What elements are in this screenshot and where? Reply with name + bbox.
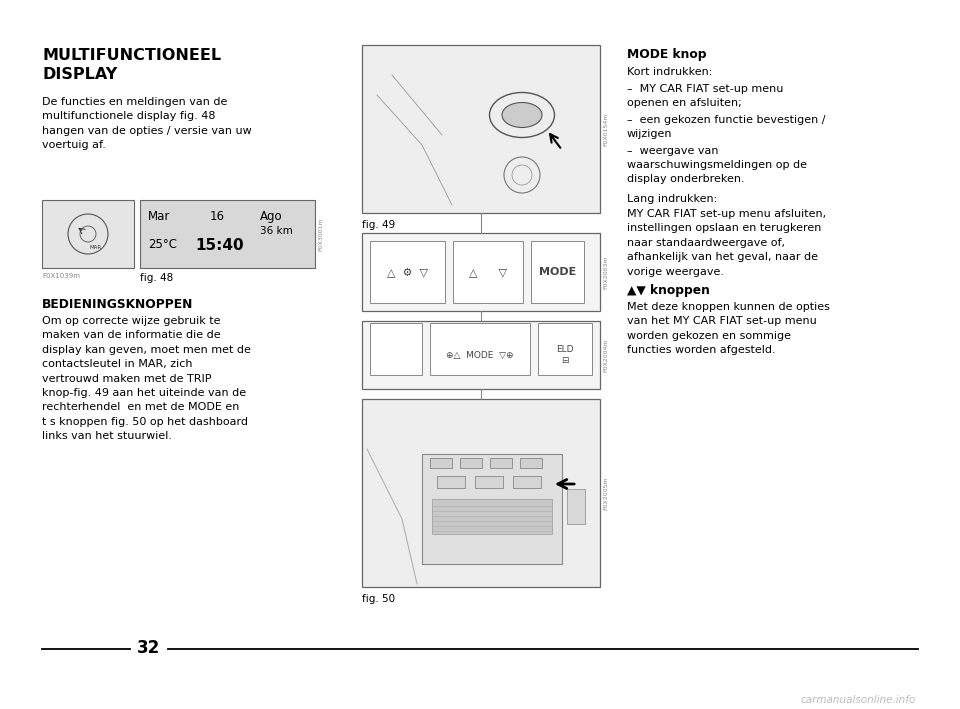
Text: Met deze knoppen kunnen de opties
van het MY CAR FIAT set-up menu
worden gekozen: Met deze knoppen kunnen de opties van he…	[627, 302, 829, 355]
Bar	[531, 241, 584, 303]
Text: fig. 49: fig. 49	[362, 220, 396, 230]
Text: fig. 50: fig. 50	[362, 594, 396, 604]
Bar	[362, 233, 600, 311]
Bar	[437, 476, 465, 488]
Text: De functies en meldingen van de
multifunctionele display fig. 48
hangen van de o: De functies en meldingen van de multifun…	[42, 97, 252, 150]
Text: MY CAR FIAT set-up menu afsluiten,
instellingen opslaan en terugkeren
naar stand: MY CAR FIAT set-up menu afsluiten, inste…	[627, 209, 827, 277]
Text: △      ▽: △ ▽	[469, 267, 507, 277]
Text: MULTIFUNCTIONEEL: MULTIFUNCTIONEEL	[42, 48, 221, 63]
Text: fig. 48: fig. 48	[140, 273, 173, 283]
Text: Ago: Ago	[260, 210, 282, 223]
Text: BEDIENINGSKNOPPEN: BEDIENINGSKNOPPEN	[42, 298, 193, 311]
Text: –  een gekozen functie bevestigen /
wijzigen: – een gekozen functie bevestigen / wijzi…	[627, 115, 826, 139]
Text: 32: 32	[137, 639, 160, 657]
Bar	[422, 454, 562, 564]
Bar	[370, 241, 445, 303]
Bar	[140, 200, 315, 268]
Text: Mar: Mar	[148, 210, 170, 223]
Bar	[538, 323, 592, 375]
Text: ELD
⊟: ELD ⊟	[556, 345, 574, 364]
Text: Lang indrukken:: Lang indrukken:	[627, 194, 717, 204]
Bar	[490, 458, 512, 468]
Bar	[362, 399, 600, 587]
Text: MODE knop: MODE knop	[627, 48, 707, 61]
Bar	[42, 200, 134, 268]
Bar	[430, 323, 530, 375]
Text: 25°C: 25°C	[148, 238, 177, 251]
Text: MAR: MAR	[90, 245, 102, 250]
Text: ▲▼ knoppen: ▲▼ knoppen	[627, 284, 709, 297]
Text: carmanualsonline.info: carmanualsonline.info	[801, 695, 916, 705]
Ellipse shape	[502, 103, 542, 128]
Text: △  ⚙  ▽: △ ⚙ ▽	[387, 267, 428, 277]
Bar	[460, 458, 482, 468]
Bar	[432, 499, 552, 534]
Text: 16: 16	[210, 210, 225, 223]
Bar	[362, 45, 600, 213]
Text: –  weergave van
waarschuwingsmeldingen op de
display onderbreken.: – weergave van waarschuwingsmeldingen op…	[627, 146, 807, 184]
Text: F0X2004m: F0X2004m	[603, 338, 608, 372]
Bar	[370, 323, 422, 375]
Text: Om op correcte wijze gebruik te
maken van de informatie die de
display kan geven: Om op correcte wijze gebruik te maken va…	[42, 316, 251, 441]
Text: ⊕△  MODE  ▽⊕: ⊕△ MODE ▽⊕	[446, 350, 514, 359]
Bar	[567, 489, 585, 524]
Text: –  MY CAR FIAT set-up menu
openen en afsluiten;: – MY CAR FIAT set-up menu openen en afsl…	[627, 84, 783, 108]
Bar	[430, 458, 452, 468]
Text: DISPLAY: DISPLAY	[42, 67, 117, 82]
Text: F0X2005m: F0X2005m	[603, 476, 608, 510]
Bar	[475, 476, 503, 488]
Text: F0X3001m: F0X3001m	[318, 217, 323, 251]
Bar	[453, 241, 523, 303]
Bar	[513, 476, 541, 488]
Text: F0X1039m: F0X1039m	[42, 273, 80, 279]
Text: 36 km: 36 km	[260, 226, 293, 236]
Text: F0X2003m: F0X2003m	[603, 255, 608, 289]
Text: 15:40: 15:40	[195, 238, 244, 253]
Text: Kort indrukken:: Kort indrukken:	[627, 67, 712, 77]
Text: MODE: MODE	[539, 267, 576, 277]
Bar	[520, 458, 542, 468]
Text: F0X0154m: F0X0154m	[603, 112, 608, 146]
Bar	[362, 321, 600, 389]
